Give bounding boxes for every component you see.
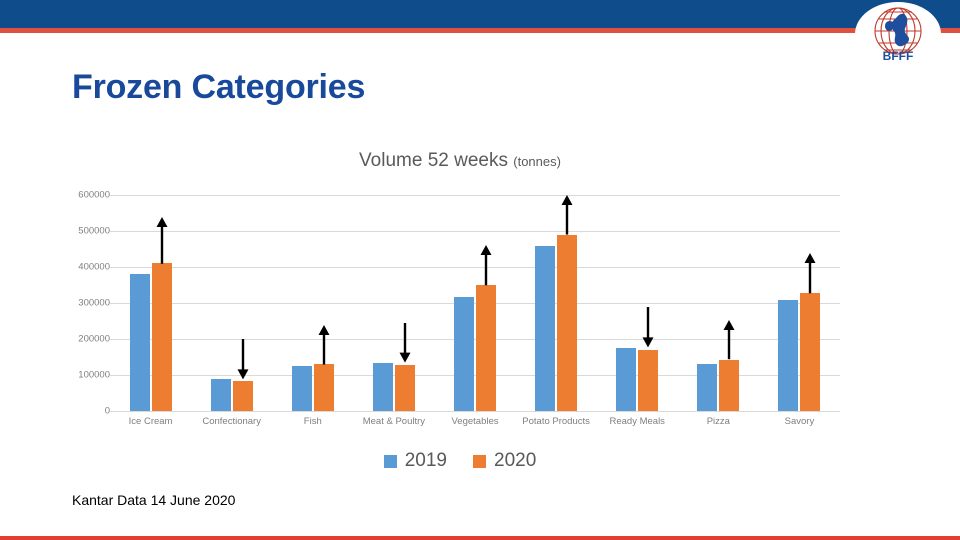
y-axis-tick: 0 <box>104 405 110 417</box>
bar-2019 <box>453 296 474 411</box>
header-accent-rule <box>0 28 960 33</box>
bar-group <box>516 195 597 411</box>
trend-arrow-up <box>479 244 493 285</box>
bar-2020 <box>719 359 740 411</box>
gridline <box>110 375 840 376</box>
x-axis-labels: Ice Cream Confectionary Fish Meat & Poultry… <box>110 416 840 427</box>
legend-swatch-icon <box>383 454 397 468</box>
y-axis-tick: 400000 <box>78 261 110 273</box>
x-axis-tick: Vegetables <box>451 416 499 427</box>
bar-group <box>272 195 353 411</box>
legend-item-2019[interactable]: 2019 <box>383 450 447 472</box>
x-axis-tick: Pizza <box>706 416 730 427</box>
legend-label: 2019 <box>404 450 447 471</box>
x-axis-tick: Savory <box>784 416 815 427</box>
bar-2020 <box>638 349 659 411</box>
header-bar <box>0 0 960 28</box>
trend-arrow-down <box>236 339 250 380</box>
chart-container: Volume 52 weeks (tonnes) 0 100000 200000 30… <box>60 150 860 480</box>
bar-groups <box>110 195 840 411</box>
bar-2020 <box>394 364 415 411</box>
bar-2020 <box>475 285 496 411</box>
legend-swatch-icon <box>473 454 486 468</box>
y-axis-tick: 300000 <box>78 297 110 309</box>
bar-group <box>678 195 759 411</box>
bar-2019 <box>697 364 718 411</box>
gridline <box>110 303 840 304</box>
gridline <box>110 195 840 196</box>
trend-arrow-down <box>398 322 412 363</box>
y-axis-tick: 500000 <box>78 225 110 237</box>
chart-title-main: Volume 52 weeks <box>359 150 508 171</box>
gridline <box>110 339 840 340</box>
gridline <box>110 231 840 232</box>
plot-gridlines <box>110 195 840 412</box>
x-axis-tick: Meat & Poultry <box>362 416 426 427</box>
bar-group <box>597 195 678 411</box>
bar-2020 <box>232 380 253 411</box>
y-axis-tick: 100000 <box>78 369 110 381</box>
svg-text:BFFF: BFFF <box>883 49 914 63</box>
legend-item-2020[interactable]: 2020 <box>473 450 536 472</box>
x-axis-tick: Fish <box>303 416 322 427</box>
bar-2019 <box>535 246 556 411</box>
bar-group <box>110 195 191 411</box>
bar-2019 <box>616 348 637 411</box>
y-axis-tick: 200000 <box>78 333 110 345</box>
y-axis-labels: 0 100000 200000 300000 400000 500000 600000 <box>48 190 110 417</box>
chart-title-units: (tonnes) <box>513 154 561 169</box>
trend-arrow-up <box>317 324 331 365</box>
bfff-globe-icon: BFFF <box>874 7 922 63</box>
legend-label: 2020 <box>494 450 537 471</box>
bar-2020 <box>557 234 578 411</box>
bar-2019 <box>778 300 799 411</box>
source-note: Kantar Data 14 June 2020 <box>72 492 236 508</box>
gridline <box>110 411 840 412</box>
trend-arrow-up <box>803 252 817 293</box>
bar-2020 <box>313 364 334 411</box>
footer-accent-rule <box>0 536 960 540</box>
x-axis-tick: Confectionary <box>202 416 261 427</box>
x-axis-tick: Ice Cream <box>128 416 173 427</box>
bar-2020 <box>151 263 172 411</box>
page-title: Frozen Categories <box>72 68 366 106</box>
gridline <box>110 267 840 268</box>
bar-2019 <box>210 379 231 411</box>
bfff-logo: BFFF <box>855 2 941 66</box>
x-axis-tick: Potato Products <box>522 416 590 427</box>
trend-arrow-up <box>155 216 169 264</box>
bar-group <box>434 195 515 411</box>
bar-2019 <box>129 274 150 411</box>
y-axis-tick: 600000 <box>78 189 110 201</box>
bar-2020 <box>800 292 821 411</box>
bar-2019 <box>372 363 393 411</box>
chart-title: Volume 52 weeks (tonnes) <box>60 150 860 172</box>
bar-group <box>759 195 840 411</box>
chart-legend: 2019 2020 <box>60 450 860 472</box>
bar-group <box>191 195 272 411</box>
trend-arrow-down <box>641 306 655 347</box>
bar-group <box>353 195 434 411</box>
x-axis-tick: Ready Meals <box>609 416 665 427</box>
trend-arrow-up <box>560 195 574 235</box>
bar-2019 <box>291 366 312 411</box>
trend-arrow-up <box>722 320 736 360</box>
